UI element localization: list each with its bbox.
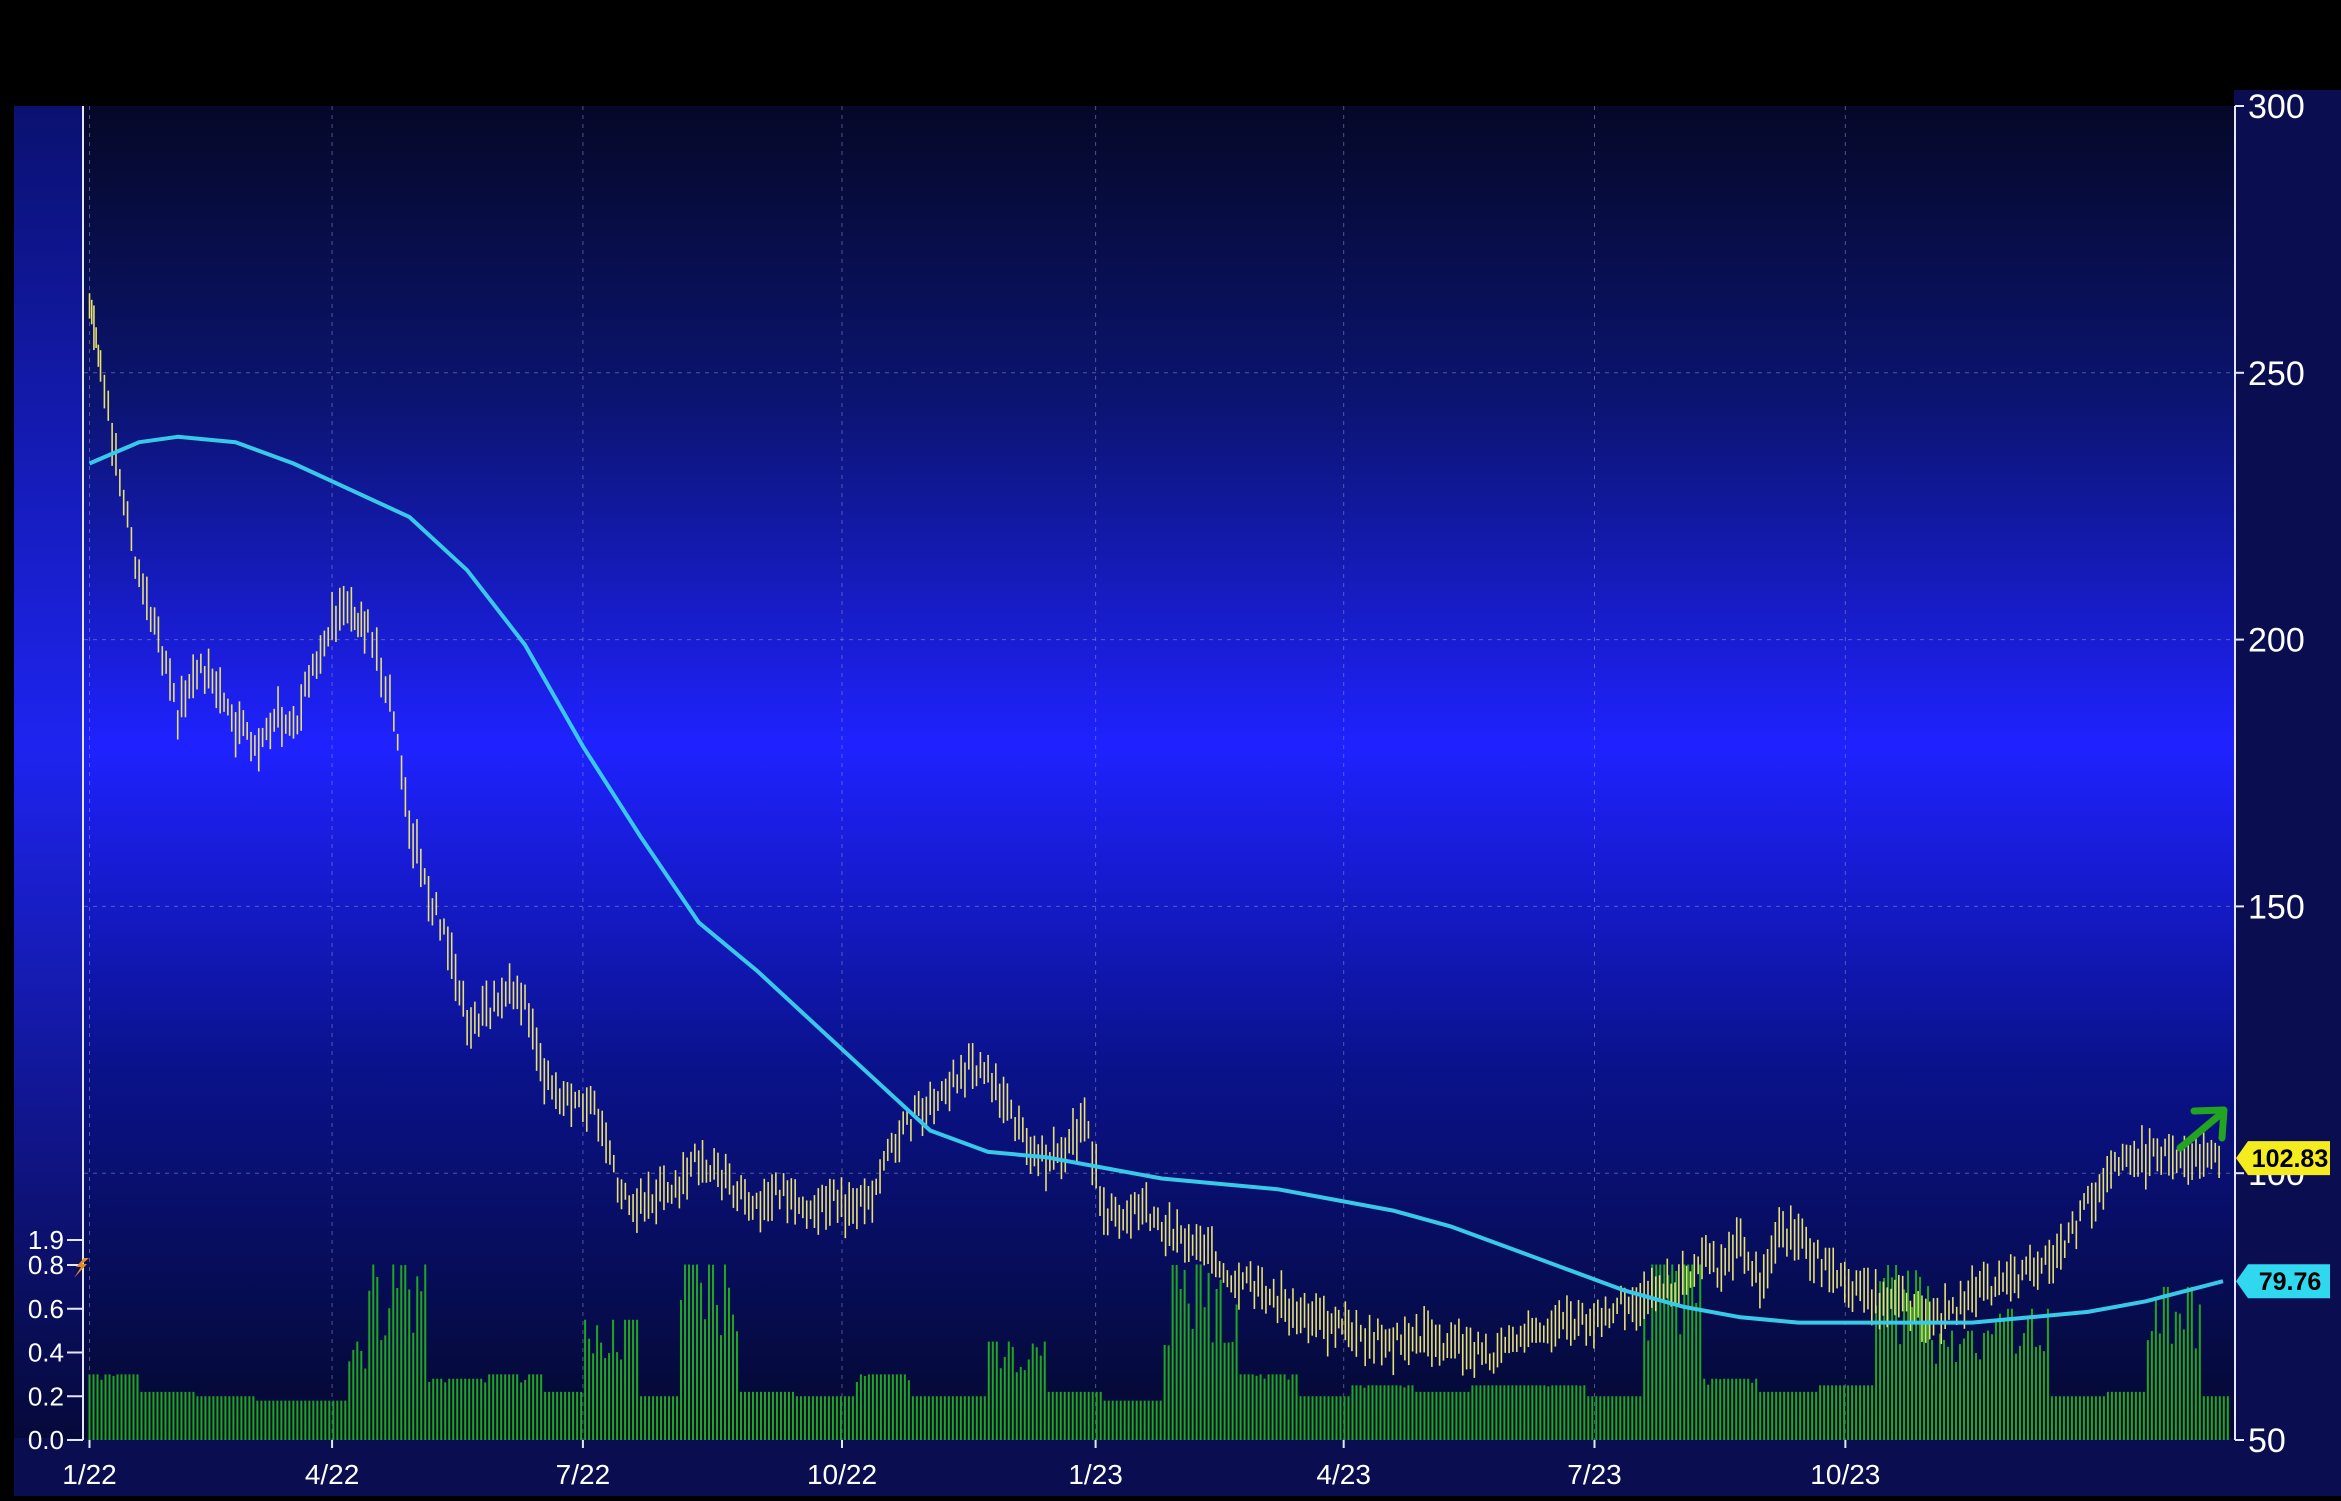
grid-lines [84,106,2234,1440]
trend-arrow-icon [2176,1106,2228,1152]
date-axis-ticks: 1/22 4/22 7/22 10/22 1/23 4/23 7/23 10/23 [62,1440,1880,1490]
title-bar [14,5,2269,106]
volume-tick-label: 0.8 [28,1250,64,1280]
price-tick-label: 200 [2248,622,2305,660]
volume-tick-label: 0.0 [28,1425,64,1455]
date-tick-label: 7/23 [1567,1459,1622,1490]
moving-average-line [88,434,2224,1325]
volume-tick-label: 0.6 [28,1294,64,1324]
volume-bars [88,1264,2229,1440]
volume-axis-ticks: 0.0 0.2 0.4 0.6 0.81.9 [28,1225,83,1455]
price-badge-label: 102.83 [2252,1145,2328,1173]
price-tick-label: 150 [2248,888,2305,926]
price-badge [2236,1264,2330,1299]
volume-tick-label: 0.4 [28,1338,64,1368]
price-bars [88,293,2220,1378]
lightning-icon [74,1258,89,1278]
plot-background [14,106,2234,1438]
price-axis-ticks: 50100150200250300 [2235,88,2305,1460]
date-axis-panel [14,1438,2234,1496]
price-tick-label: 300 [2248,88,2305,126]
date-tick-label: 10/22 [807,1459,877,1490]
price-badges: 102.83 79.76 [2236,1141,2330,1299]
price-tick-label: 50 [2248,1422,2286,1460]
date-tick-label: 1/22 [62,1459,117,1490]
date-tick-label: 10/23 [1810,1459,1880,1490]
price-badge [2236,1141,2330,1176]
date-tick-label: 4/22 [305,1459,360,1490]
volume-axis-strip [14,106,82,1438]
price-axis-panel [2234,90,2341,1496]
price-badge-label: 79.76 [2259,1268,2322,1296]
price-tick-label: 250 [2248,355,2305,393]
date-tick-label: 4/23 [1316,1459,1371,1490]
moving-average-layer [88,434,2224,1325]
date-tick-label: 7/22 [556,1459,611,1490]
volume-tick-label: 0.2 [28,1381,64,1411]
date-tick-label: 1/23 [1068,1459,1123,1490]
volume-tick-label: 1.9 [28,1225,64,1255]
